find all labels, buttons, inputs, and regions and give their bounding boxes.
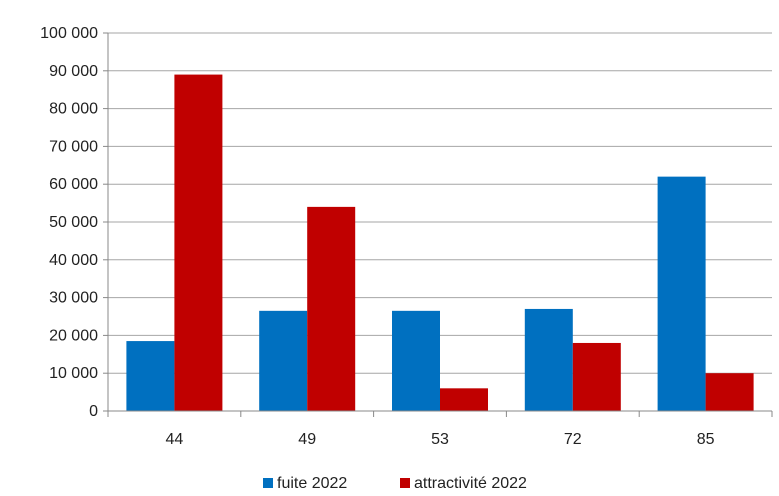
- y-tick-label: 10 000: [49, 365, 98, 382]
- bar-attractivite-85: [705, 373, 754, 411]
- bars: [126, 74, 754, 411]
- bar-fuite-72: [524, 308, 573, 411]
- x-category-label: 49: [298, 431, 316, 448]
- y-tick-label: 60 000: [49, 176, 98, 193]
- bar-attractivite-44: [174, 74, 223, 411]
- y-tick-label: 0: [89, 403, 98, 420]
- y-tick-label: 40 000: [49, 252, 98, 269]
- x-category-label: 44: [166, 431, 184, 448]
- y-tick-label: 90 000: [49, 63, 98, 80]
- y-tick-label: 20 000: [49, 327, 98, 344]
- bar-attractivite-72: [572, 342, 621, 411]
- bar-attractivite-49: [307, 206, 356, 411]
- bar-fuite-53: [392, 310, 440, 411]
- legend-label: fuite 2022: [277, 475, 347, 492]
- y-axis-ticks: 0 10 000 20 000 30 000 40 000 50 000 60 000 70 …: [40, 25, 108, 420]
- y-tick-label: 50 000: [49, 214, 98, 231]
- x-category-label: 85: [697, 431, 715, 448]
- x-axis-ticks: 44 49 53 72 85: [107, 411, 773, 448]
- x-category-label: 53: [431, 431, 449, 448]
- bar-fuite-49: [259, 310, 308, 411]
- y-tick-label: 80 000: [49, 101, 98, 118]
- legend-label: attractivité 2022: [414, 475, 527, 492]
- legend-swatch: [400, 478, 410, 488]
- y-tick-label: 30 000: [49, 290, 98, 307]
- x-category-label: 72: [564, 431, 582, 448]
- bar-attractivite-53: [440, 388, 488, 411]
- legend: fuite 2022 attractivité 2022: [263, 475, 527, 492]
- bar-fuite-85: [657, 176, 706, 411]
- y-tick-label: 100 000: [40, 25, 98, 42]
- legend-swatch: [263, 478, 273, 488]
- y-tick-label: 70 000: [49, 138, 98, 155]
- bar-fuite-44: [126, 341, 175, 411]
